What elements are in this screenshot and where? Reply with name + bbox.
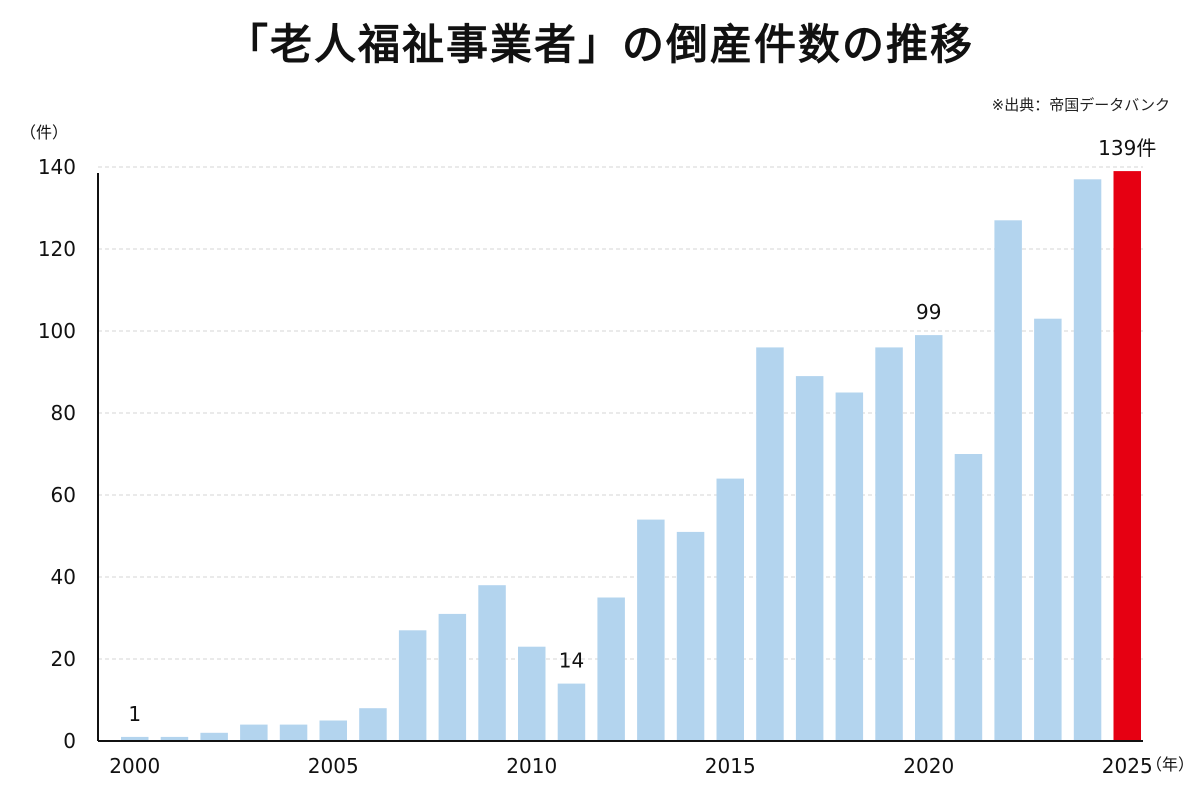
bar xyxy=(796,376,824,741)
bar xyxy=(994,220,1022,741)
bar xyxy=(1034,319,1062,741)
y-tick-label: 80 xyxy=(51,401,76,425)
bar xyxy=(518,647,546,741)
bar xyxy=(478,585,506,741)
bar xyxy=(597,598,625,742)
bar xyxy=(1074,179,1102,741)
bar xyxy=(875,347,903,741)
bar xyxy=(399,630,427,741)
y-tick-labels: 0 20 40 60 80 100 120 140 xyxy=(38,155,76,753)
x-tick-label: 2005 xyxy=(308,754,359,778)
bar xyxy=(439,614,467,741)
bar-highlight xyxy=(1114,171,1142,741)
y-axis-unit: （件） xyxy=(20,123,68,142)
y-tick-label: 100 xyxy=(38,319,76,343)
data-label: 1 xyxy=(128,702,141,726)
x-tick-label: 2010 xyxy=(506,754,557,778)
bar xyxy=(637,520,665,741)
bar xyxy=(677,532,705,741)
x-tick-label: 2020 xyxy=(903,754,954,778)
y-tick-label: 60 xyxy=(51,483,76,507)
y-tick-label: 0 xyxy=(63,729,76,753)
x-tick-labels: 2000 2005 2010 2015 2020 2025 xyxy=(109,754,1152,778)
y-tick-label: 40 xyxy=(51,565,76,589)
y-tick-label: 20 xyxy=(51,647,76,671)
y-tick-label: 140 xyxy=(38,155,76,179)
bar xyxy=(200,733,228,741)
bar xyxy=(717,479,745,741)
x-tick-label: 2015 xyxy=(705,754,756,778)
data-label: 99 xyxy=(916,300,941,324)
bar xyxy=(359,708,387,741)
bar xyxy=(836,393,864,742)
bar xyxy=(756,347,784,741)
data-label: 14 xyxy=(559,649,584,673)
bar xyxy=(558,684,586,741)
x-tick-label: 2000 xyxy=(109,754,160,778)
x-axis-unit: （年） xyxy=(1146,755,1194,774)
data-label: 139件 xyxy=(1098,136,1156,160)
y-tick-label: 120 xyxy=(38,237,76,261)
bar xyxy=(240,725,268,741)
bar xyxy=(915,335,943,741)
bar xyxy=(955,454,983,741)
bar xyxy=(280,725,308,741)
bars xyxy=(121,171,1141,741)
grid-lines xyxy=(98,167,1143,659)
bar xyxy=(320,721,348,742)
